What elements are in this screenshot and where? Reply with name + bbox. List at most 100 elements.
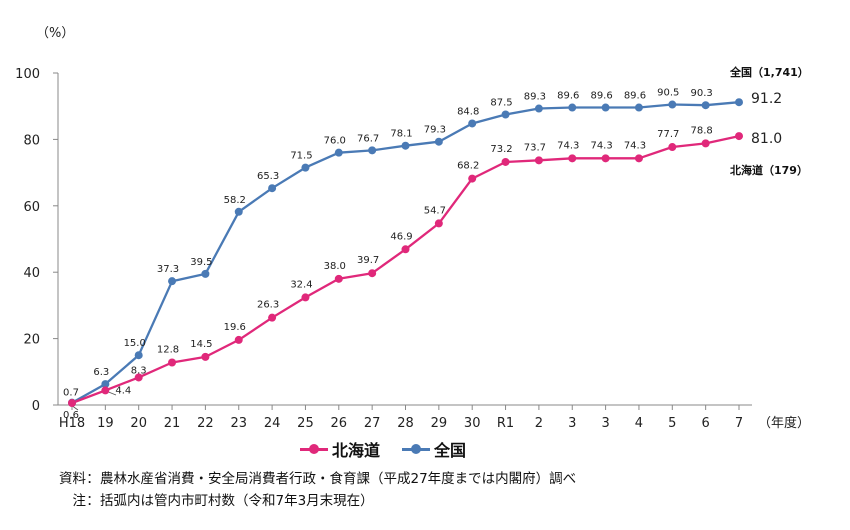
y-tick-label: 60 <box>23 200 40 215</box>
legend-item-national: 全国 <box>402 437 466 461</box>
x-tick-label: 20 <box>130 416 147 431</box>
data-label-national: 90.3 <box>691 88 713 99</box>
data-label-hokkaido: 68.2 <box>457 161 479 172</box>
x-tick-label: 2 <box>535 416 543 431</box>
x-tick-label: 23 <box>230 416 247 431</box>
data-label-national: 39.5 <box>190 257 212 268</box>
data-point-national <box>401 141 410 150</box>
data-point-national <box>268 184 277 193</box>
data-label-hokkaido: 32.4 <box>290 279 312 290</box>
data-label-hokkaido: 78.8 <box>691 125 713 136</box>
data-point-hokkaido <box>534 156 543 165</box>
data-point-hokkaido <box>134 373 143 382</box>
data-point-national <box>201 269 210 278</box>
data-label-national: 15.0 <box>124 338 146 349</box>
data-point-hokkaido <box>501 157 510 166</box>
data-point-hokkaido <box>401 245 410 254</box>
data-point-national <box>234 207 243 216</box>
y-tick-label: 0 <box>32 399 40 414</box>
y-tick-label: 40 <box>23 266 40 281</box>
data-point-hokkaido <box>701 139 710 148</box>
data-point-hokkaido <box>334 274 343 283</box>
data-point-hokkaido <box>568 154 577 163</box>
data-label-hokkaido: 26.3 <box>257 300 279 311</box>
data-label-hokkaido: 74.3 <box>557 140 579 151</box>
x-tick-label: 24 <box>264 416 281 431</box>
y-axis-unit: （%） <box>36 26 74 41</box>
data-point-hokkaido <box>201 352 210 361</box>
series-end-label-national: 全国（1,741） <box>729 65 809 79</box>
data-point-hokkaido <box>168 358 177 367</box>
legend-item-hokkaido: 北海道 <box>300 437 380 461</box>
data-point-hokkaido <box>234 335 243 344</box>
series-points <box>68 98 743 408</box>
series-end-label-hokkaido: 北海道（179） <box>730 163 808 177</box>
data-label-hokkaido: 8.3 <box>131 365 147 376</box>
note-source: 資料 ： 農林水産省消費・安全局消費者行政・食育課（平成27年度までは内閣府）調… <box>59 471 577 487</box>
x-tick-label: 5 <box>668 416 676 431</box>
data-label-hokkaido: 74.3 <box>624 140 646 151</box>
chart-notes: 資料 ： 農林水産省消費・安全局消費者行政・食育課（平成27年度までは内閣府）調… <box>48 468 576 512</box>
data-label-hokkaido: 4.4 <box>115 385 131 396</box>
data-label-national: 58.2 <box>224 195 246 206</box>
data-point-national <box>534 104 543 113</box>
data-label-hokkaido: 73.2 <box>490 144 512 155</box>
data-label-national: 78.1 <box>390 129 412 140</box>
x-tick-label: 21 <box>164 416 181 431</box>
data-label-national: 76.7 <box>357 133 379 144</box>
y-tick-label: 80 <box>23 133 40 148</box>
data-point-hokkaido <box>101 386 110 395</box>
data-point-hokkaido <box>368 269 377 278</box>
data-point-hokkaido <box>468 174 477 183</box>
x-tick-label: 3 <box>601 416 609 431</box>
data-label-national: 65.3 <box>257 171 279 182</box>
note-remark: 注 ： 括弧内は管内市町村数（令和7年3月末現在） <box>72 493 374 509</box>
legend-swatch-national <box>402 443 431 455</box>
data-point-national <box>735 98 743 107</box>
data-label-hokkaido: 46.9 <box>390 231 412 242</box>
legend-swatch-hokkaido <box>300 443 328 455</box>
legend-label-hokkaido: 北海道 <box>332 441 381 460</box>
data-label-national: 89.6 <box>557 91 579 102</box>
data-label-hokkaido: 38.0 <box>324 261 346 272</box>
y-tick-label: 20 <box>23 333 40 348</box>
data-label-hokkaido: 12.8 <box>157 345 179 356</box>
data-point-national <box>501 110 510 119</box>
x-tick-label: 27 <box>364 416 381 431</box>
data-label-hokkaido: 0.6 <box>63 410 79 421</box>
data-point-hokkaido <box>634 154 643 163</box>
data-label-national: 89.6 <box>590 91 612 102</box>
data-point-hokkaido <box>668 143 677 152</box>
data-point-hokkaido <box>268 313 277 322</box>
x-tick-label: 4 <box>635 416 643 431</box>
data-label-hokkaido: 19.6 <box>224 322 246 333</box>
data-point-national <box>568 103 577 112</box>
data-label-hokkaido: 77.7 <box>657 129 679 140</box>
x-tick-label: 30 <box>464 416 481 431</box>
data-point-hokkaido <box>601 154 610 163</box>
data-point-national <box>634 103 643 112</box>
data-label-hokkaido: 81.0 <box>751 131 782 147</box>
data-label-national: 76.0 <box>324 136 346 147</box>
x-tick-label: H18 <box>59 416 85 431</box>
data-label-national: 90.5 <box>657 88 679 99</box>
y-tick-label: 100 <box>15 67 40 82</box>
x-tick-label: 7 <box>735 416 743 431</box>
data-point-hokkaido <box>68 399 76 408</box>
data-label-hokkaido: 14.5 <box>190 339 212 350</box>
data-point-hokkaido <box>301 293 310 302</box>
data-label-national: 79.3 <box>424 125 446 136</box>
data-point-national <box>701 101 710 110</box>
data-label-hokkaido: 54.7 <box>424 205 446 216</box>
data-point-national <box>134 351 143 360</box>
data-label-national: 87.5 <box>490 98 512 109</box>
data-point-national <box>468 119 477 128</box>
data-point-national <box>301 163 310 172</box>
data-point-national <box>334 148 343 157</box>
x-tick-label: 3 <box>568 416 576 431</box>
data-label-national: 71.5 <box>290 151 312 162</box>
x-tick-label: 28 <box>397 416 414 431</box>
data-point-hokkaido <box>434 219 443 228</box>
